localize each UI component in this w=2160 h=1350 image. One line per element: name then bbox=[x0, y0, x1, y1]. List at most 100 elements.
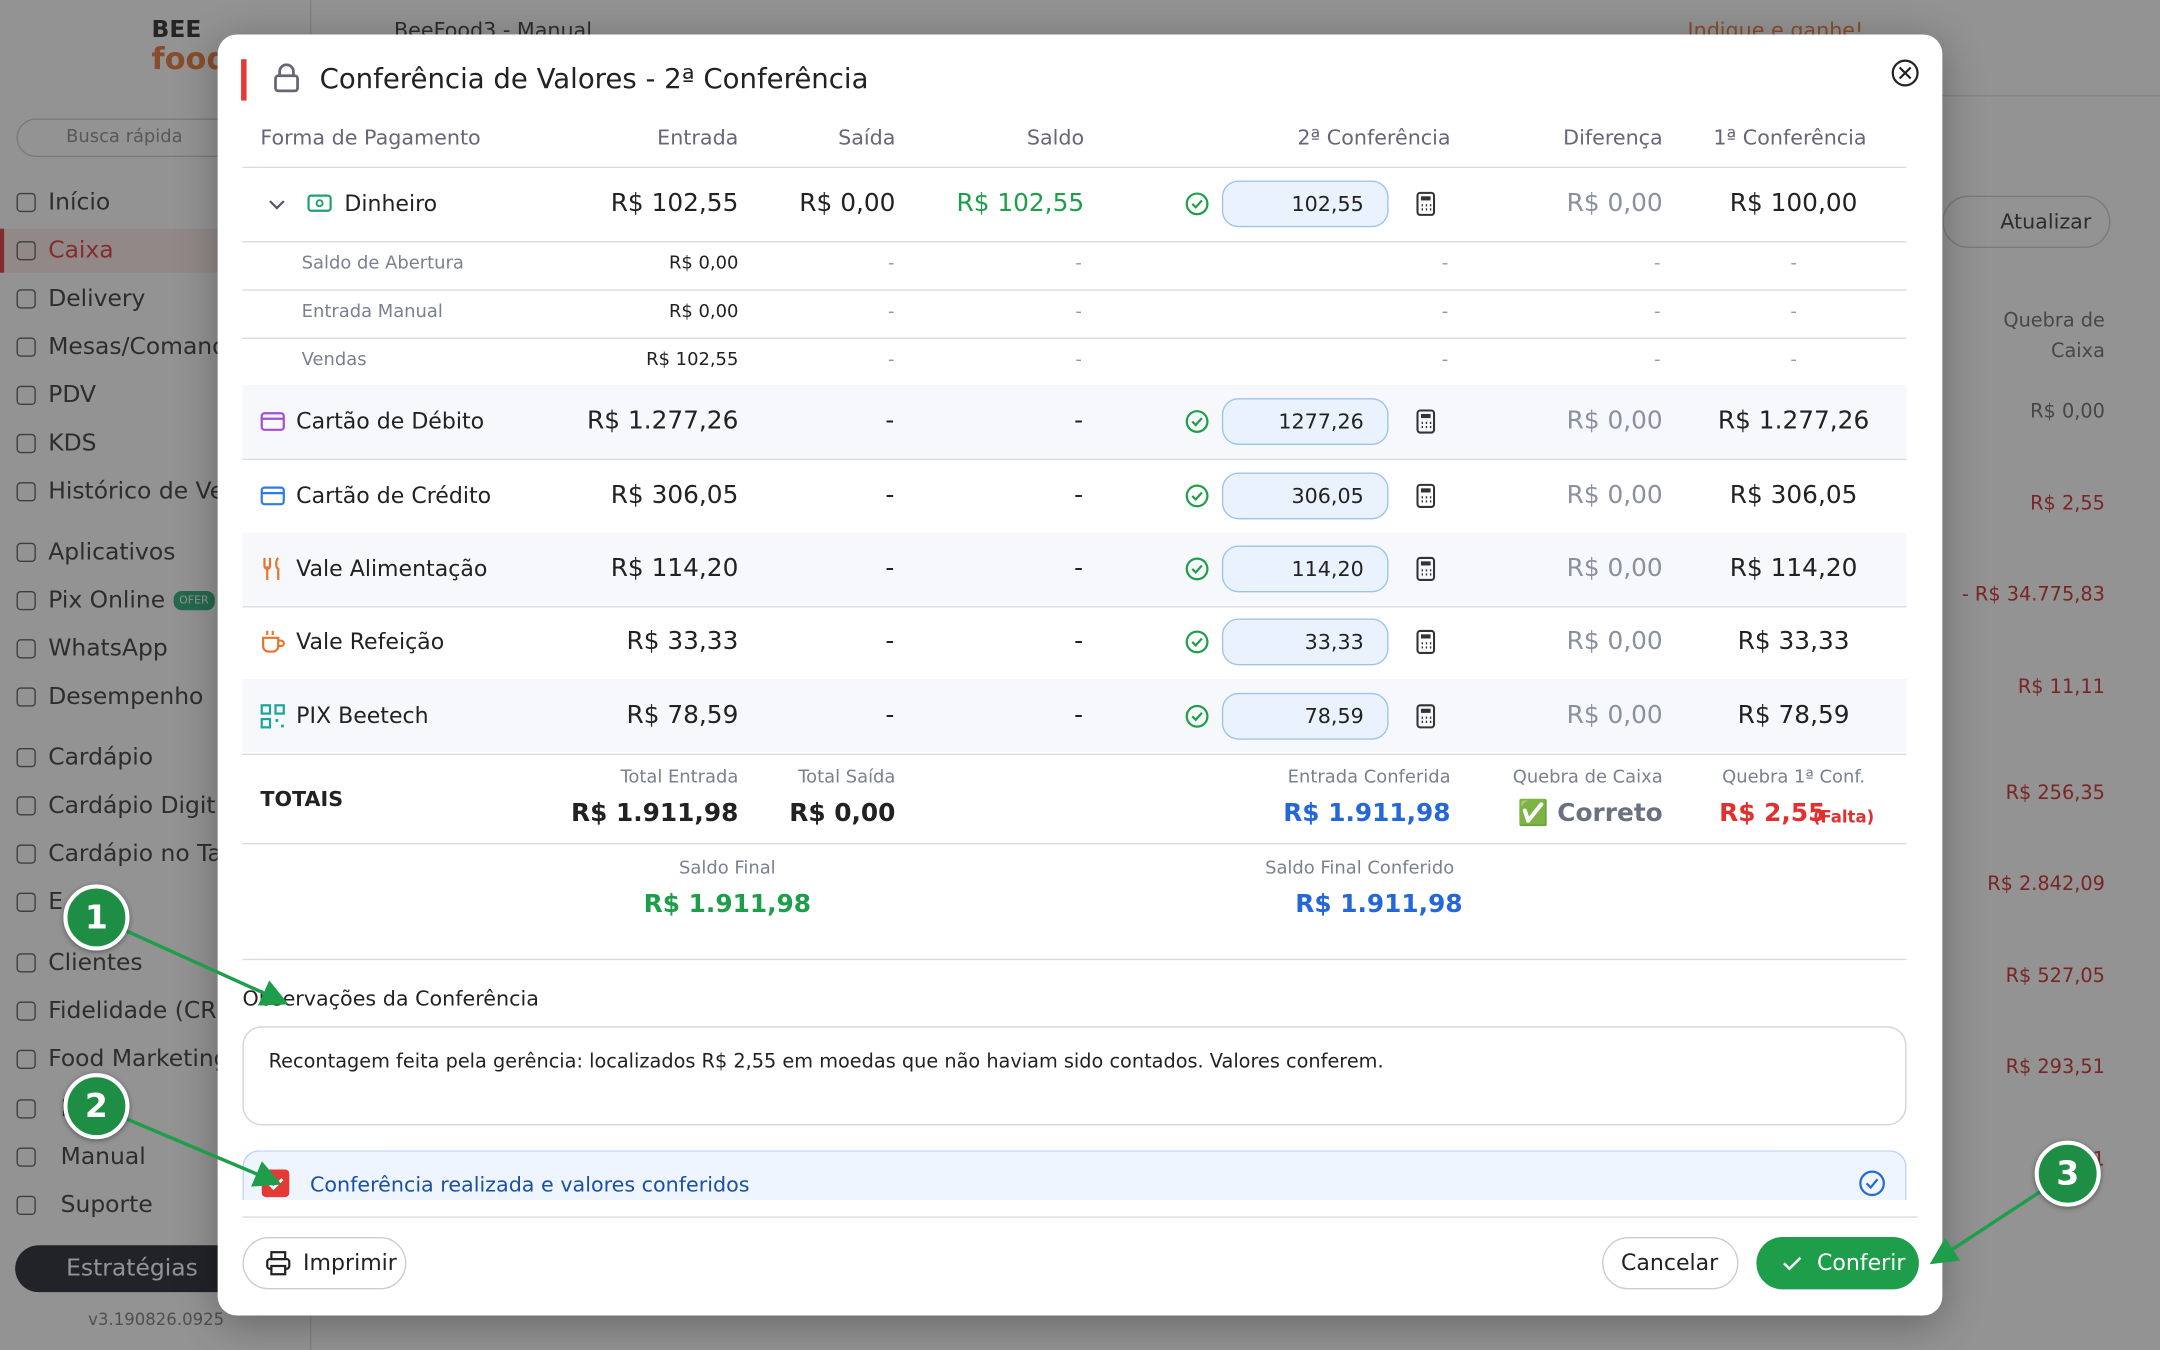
sub-dash: - bbox=[1441, 301, 1449, 323]
sub-dash: - bbox=[1653, 349, 1661, 371]
conf-input[interactable] bbox=[1221, 545, 1389, 593]
cell-saida: - bbox=[885, 701, 895, 731]
check-icon bbox=[1185, 484, 1210, 509]
conf-input[interactable] bbox=[1221, 180, 1389, 228]
cell-saldo: - bbox=[1074, 701, 1084, 731]
cell-diferenca: R$ 0,00 bbox=[1566, 553, 1663, 583]
cell-entrada: R$ 1.277,26 bbox=[587, 406, 739, 436]
cell-saldo: - bbox=[1074, 480, 1084, 510]
cancel-btn[interactable] bbox=[1602, 1237, 1739, 1290]
conf-input[interactable] bbox=[1221, 398, 1389, 445]
cell-primeira: R$ 306,05 bbox=[1729, 480, 1858, 510]
total-label: Quebra 1ª Conf. bbox=[1722, 767, 1866, 788]
cell-saida: - bbox=[885, 480, 895, 510]
conf-value: 78,59 bbox=[1304, 703, 1364, 729]
row-icon bbox=[259, 628, 287, 656]
checkbox-label: Conferência realizada e valores conferid… bbox=[309, 1172, 750, 1198]
total-value: R$ 1.911,98 bbox=[571, 798, 739, 828]
check-icon bbox=[1185, 630, 1210, 655]
notes-text: Recontagem feita pela gerência: localiza… bbox=[268, 1051, 1384, 1074]
column-header: Diferença bbox=[1563, 125, 1663, 151]
check-icon bbox=[1185, 191, 1210, 216]
row-icon-svg bbox=[263, 557, 280, 580]
annotation-badge bbox=[63, 884, 130, 951]
annotation-badge bbox=[63, 1073, 130, 1140]
column-header: Entrada bbox=[657, 125, 739, 151]
sub-dash: - bbox=[888, 301, 895, 323]
column-header: Saldo bbox=[1026, 125, 1085, 151]
total-value: R$ 0,00 bbox=[789, 798, 896, 828]
annotation-badge bbox=[2034, 1140, 2101, 1207]
conf-input[interactable] bbox=[1221, 618, 1389, 666]
conf-value: 114,20 bbox=[1291, 556, 1364, 582]
payment-name: Cartão de Crédito bbox=[296, 482, 492, 509]
check-icon-svg bbox=[1185, 484, 1209, 508]
calculator-icon-svg bbox=[1416, 556, 1436, 581]
notes-box[interactable] bbox=[242, 1026, 1907, 1126]
button-label: Imprimir bbox=[303, 1249, 397, 1276]
calculator-icon bbox=[1416, 704, 1436, 729]
total-value: R$ 1.911,98 bbox=[1283, 798, 1451, 828]
sub-name: Entrada Manual bbox=[301, 301, 443, 323]
row-divider bbox=[242, 289, 1907, 291]
row-icon-svg bbox=[260, 704, 285, 729]
column-header: Forma de Pagamento bbox=[260, 125, 481, 151]
conf-input[interactable] bbox=[1221, 472, 1389, 520]
conf-value: 33,33 bbox=[1304, 629, 1364, 655]
row-divider bbox=[242, 958, 1907, 961]
print-btn[interactable] bbox=[242, 1237, 407, 1290]
row-icon bbox=[259, 408, 287, 436]
column-header: 2ª Conferência bbox=[1297, 125, 1451, 151]
conf-input[interactable] bbox=[1221, 692, 1389, 740]
sub-entrada: R$ 0,00 bbox=[668, 301, 739, 323]
checkbox-row bbox=[242, 1150, 1907, 1200]
calculator-icon-svg bbox=[1416, 409, 1436, 434]
modal-title: Conferência de Valores - 2ª Conferência bbox=[319, 61, 869, 96]
close-btn[interactable] bbox=[1890, 58, 1920, 88]
cell-diferenca: R$ 0,00 bbox=[1566, 701, 1663, 731]
calculator-icon-svg bbox=[1416, 483, 1436, 508]
expand-chevron bbox=[267, 194, 286, 213]
cell-entrada: R$ 33,33 bbox=[626, 626, 739, 656]
cell-diferenca: R$ 0,00 bbox=[1566, 188, 1663, 218]
cell-saida: - bbox=[885, 553, 895, 583]
verified-icon bbox=[1858, 1170, 1886, 1198]
calculator-icon-svg bbox=[1416, 191, 1436, 216]
text: TOTAIS bbox=[260, 786, 344, 812]
payment-name: Dinheiro bbox=[344, 190, 438, 217]
footer-divider bbox=[242, 1216, 1918, 1218]
sub-dash: - bbox=[1075, 301, 1082, 323]
total-label: Total Entrada bbox=[620, 767, 739, 788]
printer-icon bbox=[266, 1251, 291, 1276]
cell-diferenca: R$ 0,00 bbox=[1566, 480, 1663, 510]
row-divider bbox=[242, 337, 1907, 339]
conf-value: 306,05 bbox=[1291, 483, 1364, 509]
payment-name: Vale Refeição bbox=[296, 628, 445, 655]
close-btn-svg bbox=[1891, 59, 1919, 87]
sub-name: Saldo de Abertura bbox=[301, 253, 464, 275]
total-label: Entrada Conferida bbox=[1287, 767, 1451, 788]
check-icon-svg bbox=[1185, 410, 1209, 433]
calculator-icon bbox=[1416, 191, 1436, 216]
total-value: ✅ Correto bbox=[1517, 798, 1663, 828]
cell-saida: R$ 0,00 bbox=[799, 188, 896, 218]
sub-name: Vendas bbox=[301, 349, 367, 371]
confirm-check-svg bbox=[1783, 1256, 1802, 1271]
cell-diferenca: R$ 0,00 bbox=[1566, 406, 1663, 436]
modal: Conferência de Valores - 2ª Conferência F… bbox=[217, 34, 1943, 1316]
button-label: Conferir bbox=[1816, 1249, 1906, 1276]
annotation-number: 3 bbox=[2056, 1154, 2080, 1193]
row-icon bbox=[306, 190, 334, 218]
sub-dash: - bbox=[1790, 349, 1797, 371]
row-icon-svg bbox=[262, 630, 285, 653]
calculator-icon bbox=[1416, 629, 1436, 655]
confirm-btn[interactable] bbox=[1756, 1237, 1919, 1290]
row-icon bbox=[259, 482, 287, 510]
sub-dash: - bbox=[1653, 253, 1661, 275]
row-icon-svg bbox=[307, 194, 332, 212]
check-icon bbox=[1185, 409, 1210, 434]
cell-saldo: - bbox=[1074, 626, 1084, 656]
annotation-number: 2 bbox=[84, 1086, 108, 1126]
confirm-check bbox=[1781, 1252, 1803, 1274]
